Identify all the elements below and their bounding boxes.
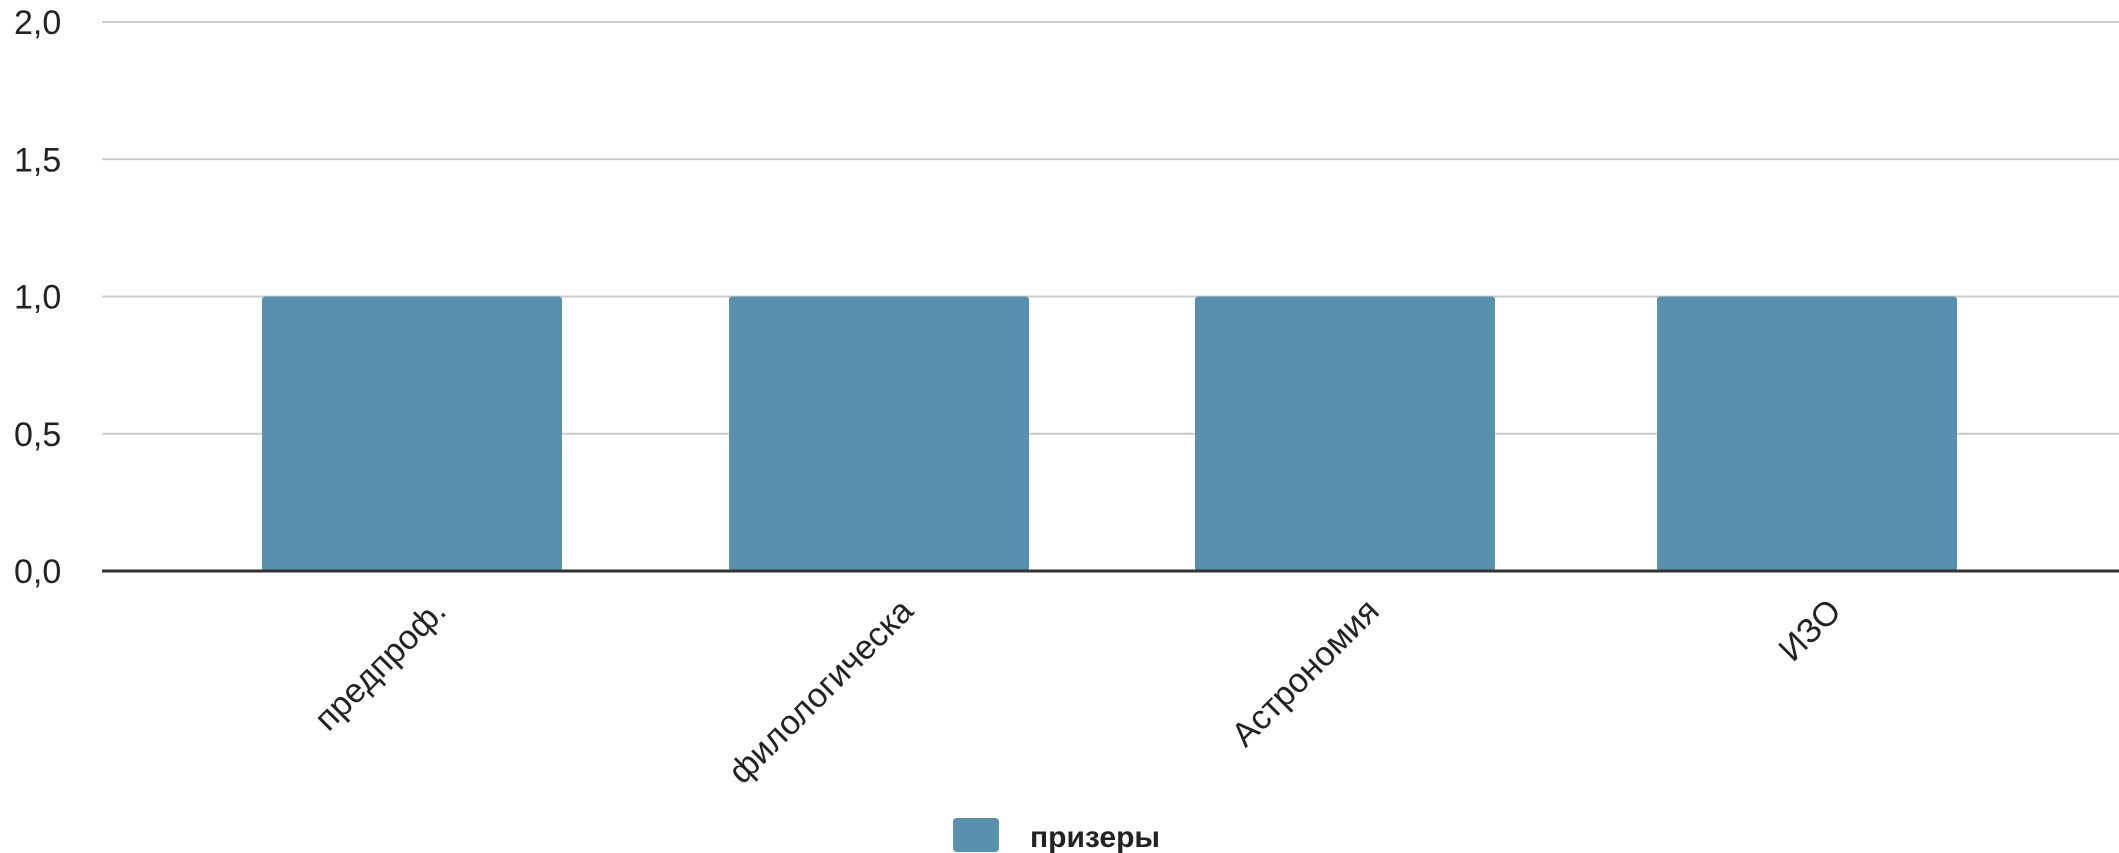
bar [1195,296,1495,571]
bars [262,296,1957,571]
y-tick-label: 1,5 [14,141,61,179]
x-category-label: Астрономия [1224,592,1386,754]
x-category-label: предпроф. [307,592,453,738]
x-category-label: филологическа [721,592,920,791]
bar [262,296,562,571]
legend-swatch-icon [953,818,999,852]
x-category-label: ИЗО [1772,592,1849,669]
legend-label: призеры [1030,821,1160,853]
legend: призеры [953,818,1160,853]
bar [1657,296,1957,571]
y-tick-label: 1,0 [14,279,61,317]
y-tick-label: 0,0 [14,553,61,591]
y-tick-label: 0,5 [14,416,61,454]
y-axis-ticks: 0,0 0,5 1,0 1,5 2,0 [14,4,61,591]
y-tick-label: 2,0 [14,4,61,42]
bar [729,296,1029,571]
x-axis-labels: предпроф. филологическа Астрономия ИЗО [307,592,1848,791]
